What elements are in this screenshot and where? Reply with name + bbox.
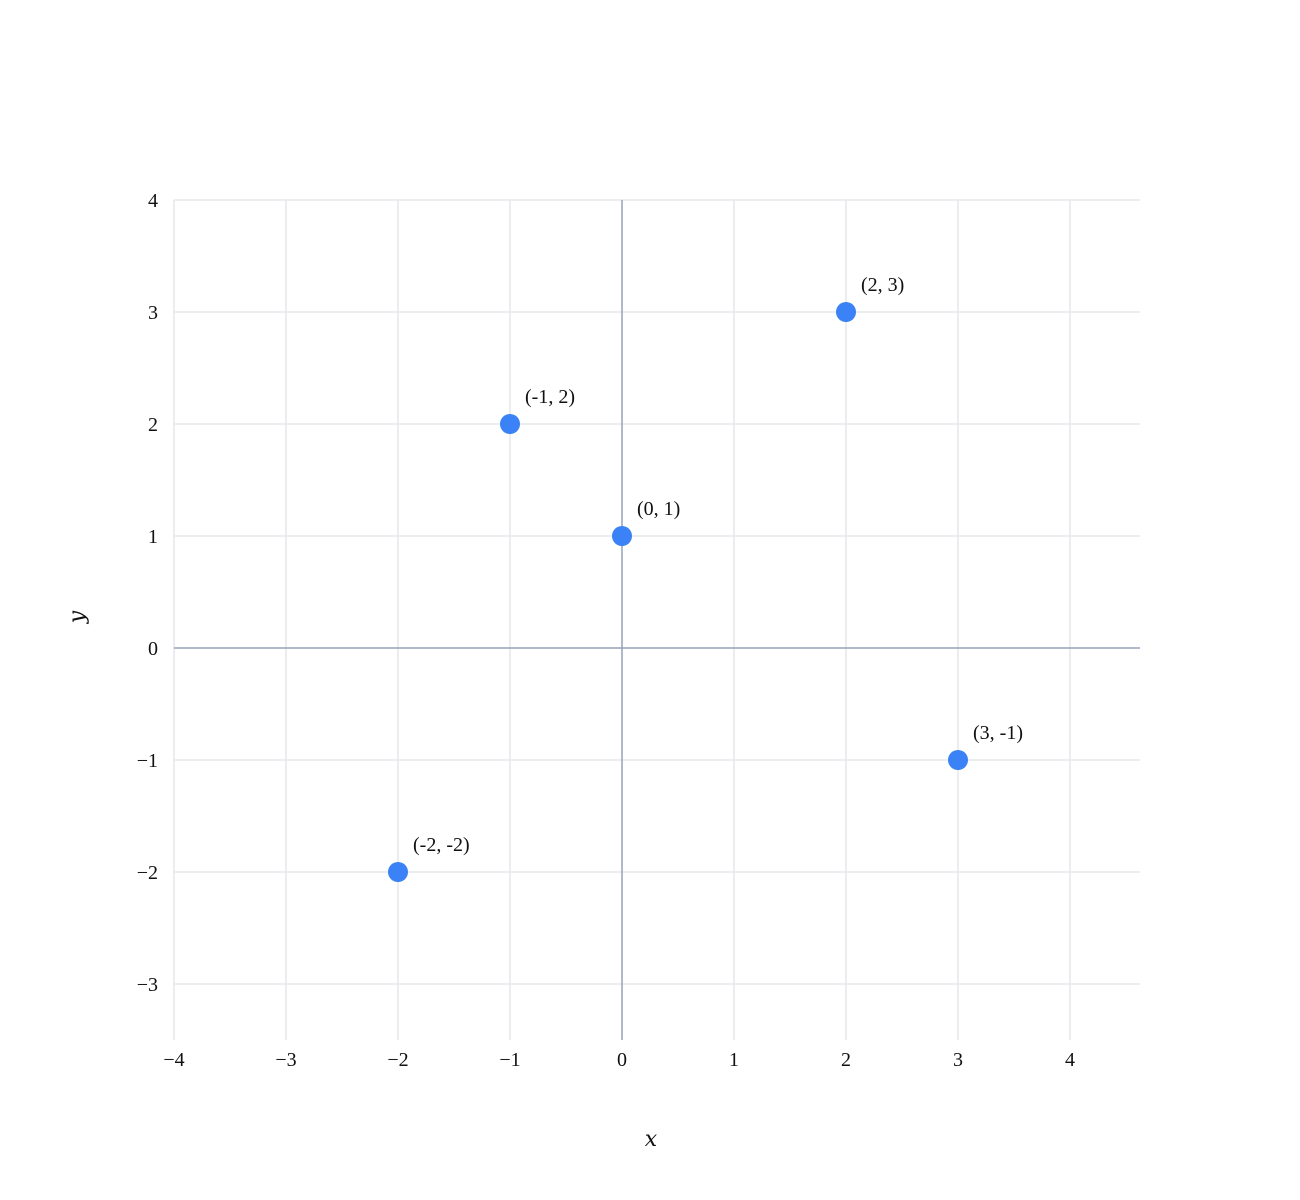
tick-labels: −4 −3 −2 −1 0 1 2 3 4 −3 −2 −1 0 1 2 3 4 <box>137 190 1075 1071</box>
y-axis-title: y <box>65 610 90 624</box>
x-tick-label: 2 <box>841 1049 851 1071</box>
y-tick-label: −3 <box>137 974 158 996</box>
y-tick-label: 3 <box>148 302 158 324</box>
x-tick-label: −1 <box>499 1049 520 1071</box>
x-tick-label: −2 <box>387 1049 408 1071</box>
y-tick-label: 0 <box>148 638 158 660</box>
data-point-label: (0, 1) <box>637 498 680 520</box>
data-point <box>500 414 520 434</box>
data-point <box>388 862 408 882</box>
x-tick-label: −4 <box>163 1049 184 1071</box>
y-tick-label: 4 <box>148 190 158 212</box>
data-point <box>836 302 856 322</box>
x-tick-label: 3 <box>953 1049 963 1071</box>
x-tick-label: 1 <box>729 1049 739 1071</box>
x-tick-label: 0 <box>617 1049 627 1071</box>
data-point <box>948 750 968 770</box>
data-labels: (-2, -2) (-1, 2) (0, 1) (2, 3) (3, -1) <box>413 274 1023 856</box>
data-points <box>388 302 968 882</box>
y-tick-label: 1 <box>148 526 158 548</box>
data-point-label: (2, 3) <box>861 274 904 296</box>
axes <box>174 200 1140 1040</box>
x-tick-label: 4 <box>1065 1049 1075 1071</box>
grid <box>173 199 1140 1040</box>
x-axis-title: x <box>645 1127 658 1152</box>
y-tick-label: −2 <box>137 862 158 884</box>
data-point-label: (-1, 2) <box>525 386 575 408</box>
x-tick-label: −3 <box>275 1049 296 1071</box>
data-point-label: (-2, -2) <box>413 834 470 856</box>
data-point-label: (3, -1) <box>973 722 1023 744</box>
y-tick-label: −1 <box>137 750 158 772</box>
data-point <box>612 526 632 546</box>
y-tick-label: 2 <box>148 414 158 436</box>
